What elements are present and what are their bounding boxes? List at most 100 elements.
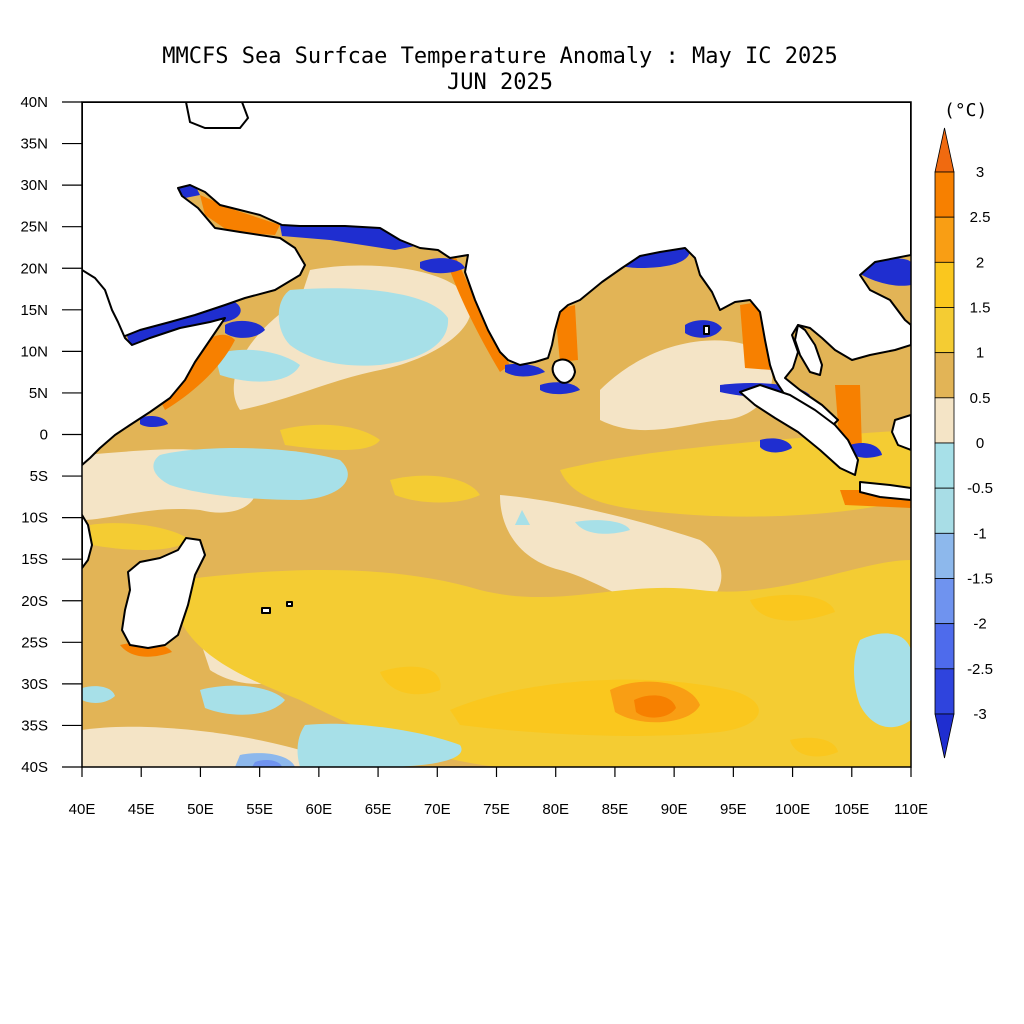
lon-tick-label: 70E: [424, 801, 451, 818]
land-mauritius: [286, 601, 293, 607]
coastal-cold-band: [505, 363, 545, 377]
land-borneo: [891, 414, 911, 451]
anomaly-region-cool: [575, 520, 630, 534]
land-border-north: [184, 102, 250, 129]
colorbar-bottom-arrow: [934, 713, 955, 759]
anomaly-region-warmer: [750, 594, 835, 621]
map-title: MMCFS Sea Surfcae Temperature Anomaly : …: [162, 44, 838, 69]
coastal-cold-band: [760, 438, 792, 453]
longitude-axis: 40E 45E 50E 55E 60E 65E 70E 75E 80E 85E 90E 95E 100E…: [69, 767, 928, 818]
colorbar-label: 0: [976, 435, 984, 452]
lat-tick-label: 15S: [21, 551, 48, 568]
lon-tick-label: 105E: [834, 801, 869, 818]
anomaly-region-warmer: [790, 737, 838, 757]
coastal-warm-band: [160, 334, 235, 410]
land-sumatra: [739, 384, 859, 476]
colorbar-box: [934, 307, 955, 354]
lon-tick-label: 75E: [483, 801, 510, 818]
anomaly-region-cool: [278, 288, 449, 366]
lat-tick-label: 35S: [21, 717, 48, 734]
land-andaman-island: [703, 325, 710, 335]
latitude-axis: 40N 35N 30N 25N 20N 15N 10N 5N 0 5S 10S 15S 20S 25S 30…: [20, 94, 82, 776]
colorbar-label: -2.5: [967, 661, 993, 678]
colorbar-label: -1: [973, 525, 986, 542]
lon-tick-label: 65E: [365, 801, 392, 818]
coastal-cold-band: [140, 416, 168, 427]
coastal-cold-band: [862, 258, 911, 286]
anomaly-region-cool: [515, 510, 530, 525]
map-field: [82, 102, 911, 767]
land-java: [859, 481, 911, 501]
colorbar-label: -2: [973, 616, 986, 633]
land-reunion: [261, 607, 271, 614]
colorbar-box: [934, 578, 955, 625]
lon-tick-label: 50E: [187, 801, 214, 818]
colorbar-box: [934, 397, 955, 444]
colorbar-label: -0.5: [967, 480, 993, 497]
colorbar-label: 1.5: [970, 300, 991, 317]
colorbar-box: [934, 352, 955, 399]
anomaly-region-cool: [297, 723, 462, 767]
coastal-cold-band: [420, 258, 465, 274]
colorbar-box: [934, 261, 955, 308]
colorbar-box: [934, 171, 955, 218]
land-madagascar: [121, 537, 206, 649]
land-africa-east: [82, 102, 226, 466]
anomaly-region-warm: [390, 475, 480, 503]
land-masses: [82, 102, 911, 649]
lat-tick-label: 20N: [20, 260, 48, 277]
coastal-cold-band: [540, 382, 580, 395]
lon-tick-label: 85E: [602, 801, 629, 818]
lon-tick-label: 90E: [661, 801, 688, 818]
anomaly-region-cool: [153, 448, 348, 500]
lat-tick-label: 40S: [21, 759, 48, 776]
land-africa-south: [82, 514, 93, 569]
land-asia-main: [82, 102, 911, 426]
lat-tick-label: 10N: [20, 343, 48, 360]
colorbar-box: [934, 487, 955, 534]
lat-tick-label: 10S: [21, 510, 48, 527]
anomaly-region-colder: [252, 759, 282, 767]
lat-tick-label: 25N: [20, 219, 48, 236]
colorbar-box: [934, 442, 955, 489]
colorbar-label: 0.5: [970, 390, 991, 407]
coastal-cold-band: [125, 300, 241, 345]
lat-tick-label: 30N: [20, 177, 48, 194]
lon-tick-label: 55E: [246, 801, 273, 818]
anomaly-region-cool: [82, 686, 115, 703]
coastal-cold-band: [225, 320, 265, 338]
colorbar-box: [934, 668, 955, 715]
colorbar-top-arrow: [934, 127, 955, 173]
lat-tick-label: 15N: [20, 302, 48, 319]
anomaly-region-cool: [200, 685, 285, 715]
map-subtitle: JUN 2025: [447, 70, 553, 95]
anomaly-region-cool: [854, 633, 911, 728]
anomaly-region-cool: [215, 349, 300, 382]
lat-tick-label: 0: [40, 427, 48, 444]
lat-tick-label: 20S: [21, 593, 48, 610]
land-malaysia: [794, 324, 823, 376]
colorbar-unit: (°C): [944, 100, 987, 121]
lon-tick-label: 60E: [306, 801, 333, 818]
anomaly-region-neutral: [500, 495, 722, 611]
colorbar-label: 3: [976, 164, 984, 181]
lat-tick-label: 5S: [30, 468, 48, 485]
lat-tick-label: 30S: [21, 676, 48, 693]
coastal-cold-band: [175, 185, 200, 198]
colorbar-box: [934, 532, 955, 579]
colorbar-label: 1: [976, 345, 984, 362]
lon-tick-label: 110E: [894, 801, 928, 818]
lat-tick-label: 40N: [20, 94, 48, 111]
land-sri-lanka: [551, 358, 576, 384]
lat-tick-label: 25S: [21, 634, 48, 651]
lat-tick-label: 5N: [29, 385, 48, 402]
lon-tick-label: 80E: [542, 801, 569, 818]
lon-tick-label: 95E: [720, 801, 747, 818]
anomaly-region-neutral: [600, 340, 773, 431]
colorbar-label: 2: [976, 254, 984, 271]
anomaly-region-warm: [90, 523, 190, 550]
lat-tick-label: 35N: [20, 136, 48, 153]
colorbar-box: [934, 623, 955, 670]
anomaly-region-warm: [280, 424, 380, 450]
